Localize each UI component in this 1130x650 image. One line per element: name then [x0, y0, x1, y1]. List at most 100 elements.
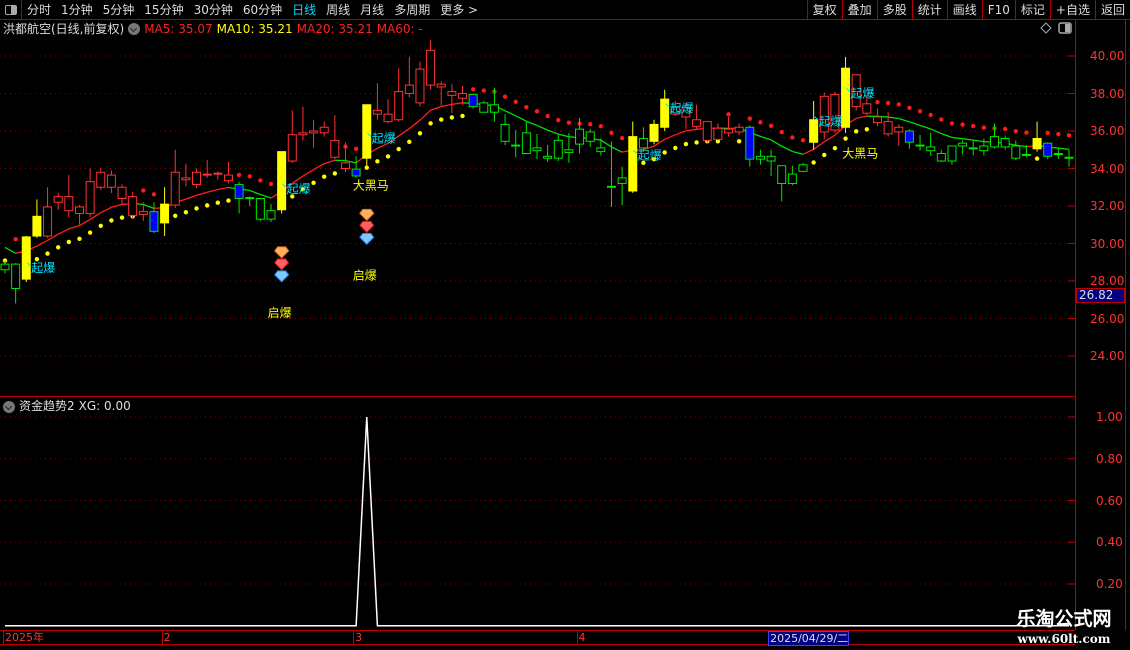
trend-line-segment — [249, 189, 261, 196]
ma5-value: MA5: 35.07 — [144, 22, 213, 36]
candle — [1064, 149, 1074, 167]
candle-body — [64, 196, 74, 212]
candle-body — [521, 132, 531, 154]
support-dot — [290, 194, 295, 199]
support-dot — [832, 145, 838, 151]
support-dot — [119, 215, 125, 220]
candle — [138, 202, 148, 221]
resistance-dot — [258, 178, 263, 183]
candle — [319, 121, 329, 137]
period-tab[interactable]: 30分钟 — [193, 3, 233, 17]
toolbar-buttons: 复权 叠加 多股 统计 画线 F10 标记 +自选 返回 — [806, 0, 1130, 20]
toolbar-button[interactable]: 复权 — [806, 0, 842, 20]
period-tab[interactable]: 月线 — [360, 3, 385, 17]
candle — [404, 56, 414, 98]
candle-body — [606, 185, 616, 188]
panel-toggle-icon[interactable] — [1058, 22, 1072, 34]
candle-body — [1000, 138, 1010, 148]
indicator-legend: 资金趋势2 XG: 0.00 — [3, 398, 131, 414]
period-tab[interactable]: 更多 > — [440, 3, 479, 17]
trend-line-segment — [57, 228, 70, 235]
support-dot — [204, 203, 210, 208]
indicator-tick-label: 0.80 — [1096, 451, 1123, 466]
candle — [160, 187, 170, 236]
resistance-dot — [534, 109, 540, 114]
candle-body — [479, 102, 489, 113]
candle-body — [489, 104, 499, 113]
toolbar-button[interactable]: +自选 — [1049, 0, 1095, 20]
candle-body — [692, 119, 702, 127]
period-tab[interactable]: 15分钟 — [144, 3, 184, 17]
toolbar-button[interactable]: 标记 — [1014, 0, 1050, 20]
trend-line-segment — [600, 139, 612, 148]
resistance-dot — [758, 120, 763, 125]
toolbar-button[interactable]: 统计 — [911, 0, 947, 20]
candle — [255, 197, 265, 221]
candle-body — [979, 145, 989, 152]
toolbar-button[interactable]: F10 — [981, 0, 1015, 20]
candle-body — [266, 210, 276, 220]
toolbar-button[interactable]: 返回 — [1094, 0, 1130, 20]
resistance-dot — [790, 135, 795, 140]
resistance-dot — [556, 117, 561, 123]
chevron-down-icon[interactable] — [128, 23, 141, 35]
period-tab[interactable]: 分时 — [27, 3, 52, 17]
candle — [553, 134, 563, 161]
signal-label: 起爆 — [287, 182, 311, 196]
support-dot — [385, 154, 391, 159]
candle-body — [0, 263, 10, 271]
chevron-down-icon[interactable] — [3, 401, 15, 413]
candle-body — [383, 113, 393, 123]
candle — [1032, 121, 1042, 152]
diamond-icon[interactable] — [1040, 22, 1052, 34]
price-tick-label: 32.00 — [1090, 199, 1125, 213]
resistance-dot — [1013, 128, 1018, 134]
trend-line-segment — [898, 117, 910, 123]
resistance-dot — [885, 100, 891, 106]
support-dot — [34, 256, 40, 262]
resistance-dot — [1002, 126, 1008, 132]
candle-body — [277, 151, 287, 211]
resistance-dot — [598, 123, 604, 129]
candle — [681, 102, 691, 130]
candle — [713, 123, 723, 141]
candle-body — [287, 134, 297, 162]
candle — [64, 175, 74, 218]
trend-line-segment — [558, 133, 570, 138]
candle — [53, 192, 63, 210]
trend-line-segment — [398, 128, 410, 137]
support-dot — [98, 223, 103, 228]
support-dot — [56, 245, 61, 250]
toolbar-button[interactable]: 多股 — [876, 0, 912, 20]
resistance-dot — [928, 112, 933, 118]
candle — [841, 56, 851, 133]
period-tab[interactable]: 周线 — [326, 3, 351, 17]
toolbar-button[interactable]: 叠加 — [841, 0, 877, 20]
panel-toggle-icon[interactable] — [0, 0, 22, 20]
resistance-dot — [949, 121, 955, 126]
candle-body — [202, 173, 212, 176]
period-tab[interactable]: 多周期 — [394, 3, 431, 17]
indicator-chart[interactable] — [0, 397, 1075, 629]
period-tab[interactable]: 60分钟 — [242, 3, 283, 17]
candle — [340, 142, 350, 173]
toolbar-button[interactable]: 画线 — [946, 0, 982, 20]
candle-body — [830, 93, 840, 131]
candle-body — [330, 139, 340, 158]
candle-body — [628, 136, 638, 192]
period-tab[interactable]: 1分钟 — [61, 3, 93, 17]
trend-line-segment — [345, 160, 357, 164]
period-tab[interactable]: 5分钟 — [102, 3, 135, 17]
candle-body — [415, 68, 425, 104]
candle-body — [841, 67, 851, 128]
period-tab[interactable]: 日线 — [292, 3, 317, 17]
candle-body — [851, 74, 861, 108]
candle — [1021, 145, 1031, 158]
last-price-badge: 26.82 — [1076, 288, 1125, 303]
candle-body — [106, 174, 116, 188]
candle-body — [85, 181, 95, 214]
candle-body — [117, 186, 127, 199]
candle-body — [96, 171, 106, 188]
trend-line-segment — [47, 233, 59, 241]
